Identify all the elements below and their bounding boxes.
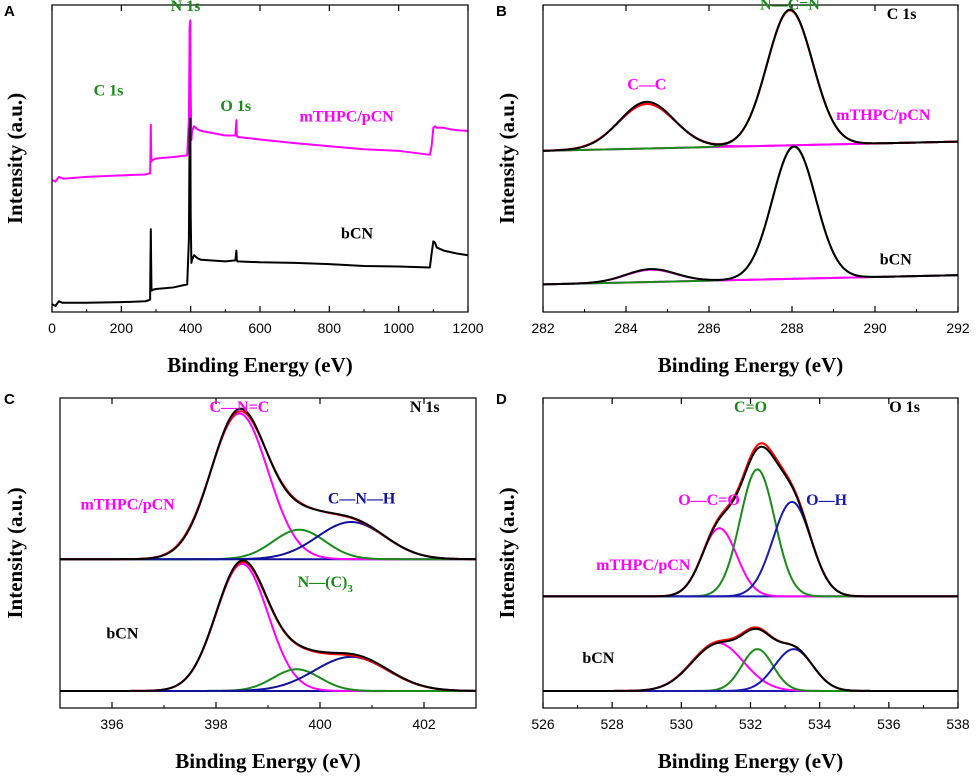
annotation: C 1s [887, 6, 917, 23]
panel-b: B 282 284 286 288 290 292 Binding Energy (eV) In… [495, 0, 970, 377]
y-axis-label: Intensity (a.u.) [495, 487, 519, 618]
annotation: O 1s [220, 98, 251, 115]
annotation: C=O [734, 399, 767, 416]
series-line-0 [51, 19, 469, 183]
x-tick-label: 292 [946, 320, 970, 336]
panel-c: C 396 398 400 402 Binding Energy (eV) Intensit… [3, 391, 477, 773]
x-tick-label: 396 [100, 716, 124, 732]
annotation: N—(C)3 [298, 574, 354, 595]
x-tick-label: 528 [600, 716, 624, 732]
panel-label: A [4, 3, 15, 20]
panel-label: D [496, 391, 507, 408]
annotation: bCN [880, 251, 912, 268]
annotation: bCN [582, 650, 614, 667]
annotation: bCN [341, 225, 373, 242]
x-tick-label: 290 [863, 320, 887, 336]
annotation: N 1s [171, 0, 201, 15]
x-axis-label: Binding Energy (eV) [658, 749, 844, 773]
annotation: O—H [806, 492, 847, 509]
x-tick-label: 0 [48, 320, 56, 336]
x-tick-label: 534 [808, 716, 832, 732]
curve-9 [60, 655, 477, 692]
x-tick-label: 402 [412, 716, 436, 732]
curve-1 [60, 412, 476, 561]
x-tick-label: 284 [614, 320, 638, 336]
annotation: O 1s [889, 399, 920, 416]
panel-label: B [496, 3, 507, 20]
x-tick-label: 536 [877, 716, 901, 732]
series-line-1 [51, 117, 469, 307]
x-tick-label: 526 [531, 716, 555, 732]
x-tick-label: 282 [531, 320, 555, 336]
curve-4 [60, 410, 477, 561]
y-axis-label: Intensity (a.u.) [495, 93, 519, 224]
x-tick-label: 532 [739, 716, 763, 732]
curve-5 [543, 445, 958, 598]
x-tick-label: 400 [179, 320, 203, 336]
annotation-text: N—(C) [298, 574, 348, 591]
y-axis-label: Intensity (a.u.) [3, 487, 27, 618]
annotation: C—C [627, 76, 666, 93]
curve-3 [60, 521, 477, 561]
x-tick-label: 286 [697, 320, 721, 336]
x-tick-label: 600 [248, 320, 272, 336]
x-tick-label: 538 [946, 716, 970, 732]
annotation: C 1s [94, 83, 124, 100]
curve-2 [542, 9, 959, 152]
annotation: N 1s [410, 399, 440, 416]
curve-8 [542, 145, 959, 286]
annotation: bCN [106, 625, 138, 642]
x-tick-label: 200 [110, 320, 134, 336]
x-tick-label: 398 [204, 716, 228, 732]
x-tick-label: 1000 [383, 320, 414, 336]
curve-2 [60, 528, 476, 561]
x-tick-label: 530 [670, 716, 694, 732]
x-tick-label: 400 [308, 716, 332, 732]
panel-d: D 526 528 530 532 534 536 538 Binding Energy (eV… [495, 391, 970, 773]
x-tick-label: 800 [318, 320, 342, 336]
x-axis-label: Binding Energy (eV) [658, 353, 844, 377]
x-axis-label: Binding Energy (eV) [175, 749, 361, 773]
annotation: mTHPC/pCN [80, 497, 175, 514]
curve-4 [542, 8, 959, 152]
annotation: C—N—H [328, 490, 396, 507]
curve-5 [60, 407, 477, 561]
y-axis-label: Intensity (a.u.) [3, 93, 27, 224]
annotation: O—C=O [678, 492, 740, 509]
curve-2 [543, 468, 958, 598]
annotation: mTHPC/pCN [836, 107, 931, 124]
curve-11 [60, 559, 477, 692]
annotation-subscript: 3 [347, 583, 353, 595]
curve-3 [542, 9, 959, 152]
panel-label: C [4, 391, 15, 408]
annotation: N—C=N [760, 0, 820, 14]
x-tick-label: 288 [780, 320, 804, 336]
annotation: mTHPC/pCN [300, 109, 395, 126]
x-tick-label: 1200 [452, 320, 483, 336]
annotation: C—N=C [210, 399, 270, 416]
panel-a: A 0 200 400 600 800 1000 1200 Binding Energy (eV… [3, 0, 484, 377]
curve-11 [543, 627, 958, 692]
x-axis-label: Binding Energy (eV) [167, 353, 353, 377]
annotation: mTHPC/pCN [596, 557, 691, 574]
